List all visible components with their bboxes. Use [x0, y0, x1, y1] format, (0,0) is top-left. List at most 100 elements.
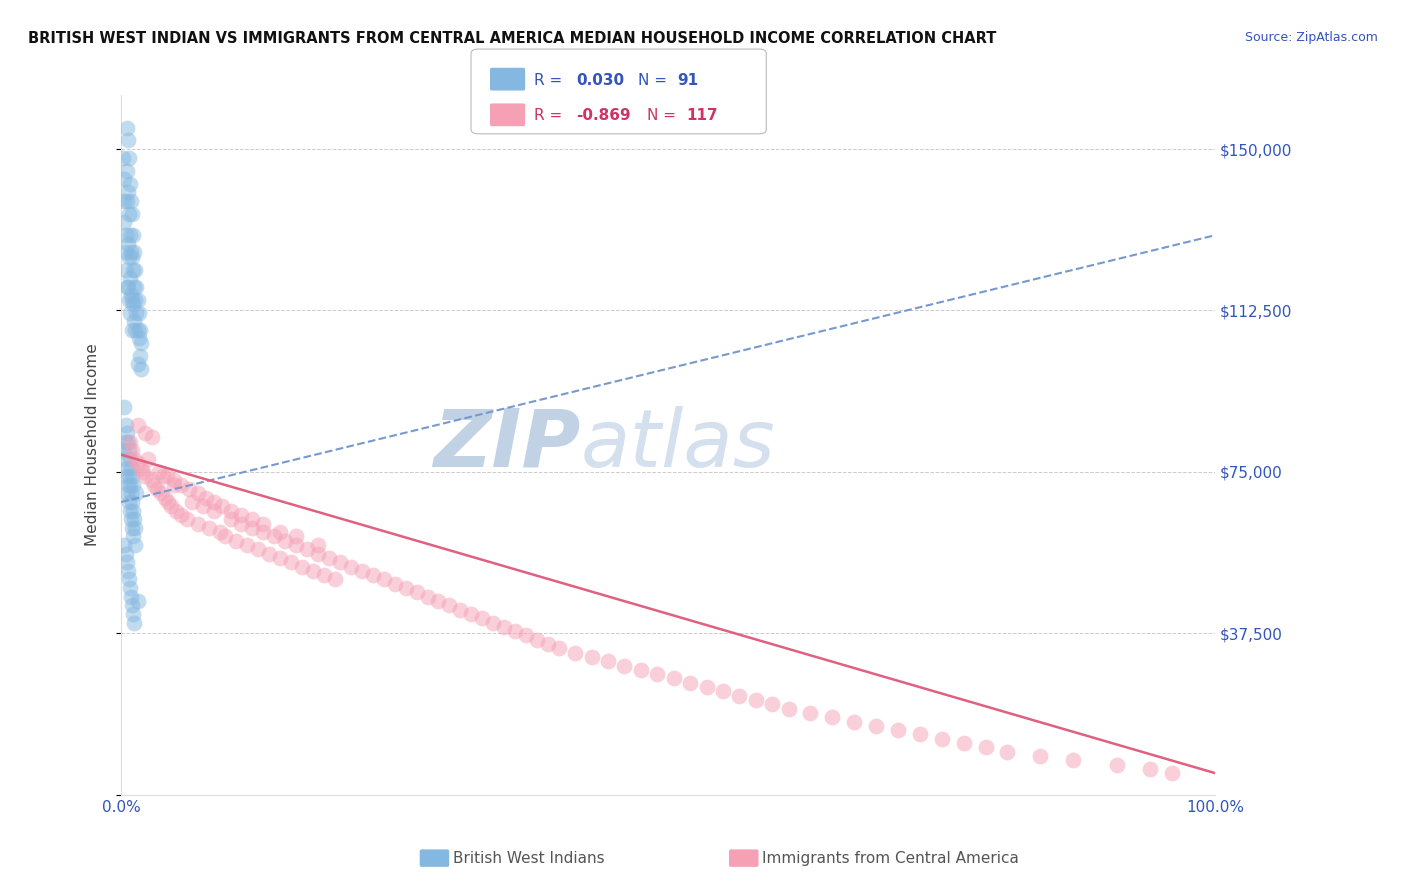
Point: [340, 559, 363, 574]
Point: [112, 194, 135, 208]
Point: [115, 486, 138, 500]
Point: [115, 120, 138, 135]
Point: [117, 185, 139, 199]
Text: 0.030: 0.030: [576, 72, 624, 87]
Point: [115, 426, 138, 441]
Point: [193, 500, 215, 514]
Point: [263, 529, 285, 543]
Point: [219, 512, 242, 526]
Point: [118, 503, 141, 517]
Point: [120, 590, 142, 604]
Point: [114, 547, 136, 561]
Point: [125, 280, 148, 294]
Point: [118, 293, 141, 307]
Point: [146, 482, 169, 496]
Point: [115, 555, 138, 569]
Point: [208, 525, 231, 540]
Point: [117, 280, 139, 294]
Point: [471, 611, 494, 625]
Point: [482, 615, 505, 630]
Point: [114, 245, 136, 260]
Point: [117, 133, 139, 147]
Point: [439, 599, 461, 613]
Point: [112, 452, 135, 467]
Point: [236, 538, 259, 552]
Point: [112, 151, 135, 165]
Point: [373, 573, 395, 587]
Point: [117, 564, 139, 578]
Point: [128, 349, 150, 363]
Point: [118, 452, 141, 467]
Text: ZIP: ZIP: [433, 406, 581, 484]
Point: [118, 177, 141, 191]
Point: [118, 271, 141, 285]
Point: [537, 637, 560, 651]
Point: [118, 478, 141, 492]
Point: [696, 680, 718, 694]
Text: Source: ZipAtlas.com: Source: ZipAtlas.com: [1244, 31, 1378, 45]
Point: [547, 641, 569, 656]
Point: [114, 262, 136, 277]
Point: [318, 551, 340, 566]
Point: [112, 538, 135, 552]
Point: [844, 714, 866, 729]
Point: [231, 516, 253, 531]
Point: [132, 465, 155, 479]
Point: [118, 305, 141, 319]
Point: [115, 194, 138, 208]
Point: [124, 323, 146, 337]
Point: [121, 323, 143, 337]
Point: [121, 495, 143, 509]
Point: [115, 163, 138, 178]
Point: [120, 486, 142, 500]
Point: [125, 486, 148, 500]
Point: [143, 478, 166, 492]
Point: [114, 469, 136, 483]
Point: [134, 426, 156, 441]
Point: [728, 689, 751, 703]
Point: [163, 474, 186, 488]
Point: [117, 236, 139, 251]
Point: [156, 469, 179, 483]
Point: [170, 508, 193, 522]
Point: [711, 684, 734, 698]
Point: [118, 443, 141, 458]
Point: [138, 452, 160, 467]
Point: [285, 529, 308, 543]
Point: [141, 430, 163, 444]
Point: [112, 443, 135, 458]
Point: [974, 740, 997, 755]
Text: British West Indians: British West Indians: [453, 851, 605, 865]
Point: [128, 305, 150, 319]
Point: [118, 495, 141, 509]
Point: [307, 538, 329, 552]
Point: [122, 503, 145, 517]
Point: [134, 469, 156, 483]
Point: [165, 503, 187, 517]
Point: [121, 250, 143, 264]
Point: [214, 529, 236, 543]
Point: [564, 646, 586, 660]
Point: [427, 594, 450, 608]
Point: [745, 693, 768, 707]
Point: [997, 745, 1019, 759]
Point: [160, 500, 183, 514]
Point: [118, 207, 141, 221]
Point: [177, 482, 200, 496]
Point: [291, 559, 314, 574]
Point: [118, 581, 141, 595]
Point: [394, 581, 416, 595]
Point: [361, 568, 384, 582]
Point: [122, 297, 145, 311]
Text: N =: N =: [647, 108, 681, 123]
Point: [295, 542, 318, 557]
Point: [121, 521, 143, 535]
Point: [117, 434, 139, 449]
Point: [630, 663, 652, 677]
Point: [122, 452, 145, 467]
Point: [301, 564, 323, 578]
Point: [153, 491, 176, 505]
Point: [416, 590, 439, 604]
Text: R =: R =: [534, 108, 568, 123]
Point: [211, 500, 233, 514]
